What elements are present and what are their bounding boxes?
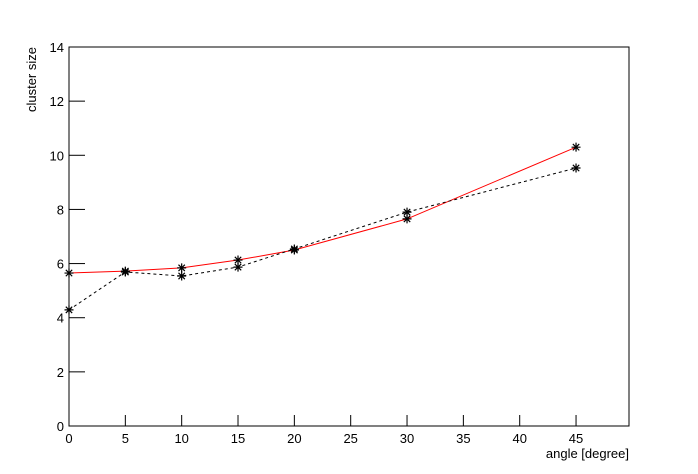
- marker: [402, 214, 412, 224]
- plot-frame: [68, 46, 630, 427]
- marker: [177, 271, 187, 281]
- y-tick-label: 4: [57, 311, 64, 326]
- series-line: [68, 146, 577, 274]
- x-tick-label: 30: [400, 431, 414, 446]
- x-tick-label: 40: [512, 431, 526, 446]
- x-tick-label: 15: [231, 431, 245, 446]
- y-tick-label: 6: [57, 257, 64, 272]
- x-tick-label: 0: [65, 431, 72, 446]
- marker: [177, 263, 187, 273]
- marker: [402, 207, 412, 217]
- marker: [64, 305, 74, 315]
- y-tick-label: 14: [50, 40, 64, 55]
- marker: [289, 244, 299, 254]
- marker: [571, 163, 581, 173]
- marker: [571, 142, 581, 152]
- x-tick-label: 20: [287, 431, 301, 446]
- y-tick-label: 8: [57, 202, 64, 217]
- x-tick-label: 10: [174, 431, 188, 446]
- marker: [233, 262, 243, 272]
- y-tick-label: 10: [50, 148, 64, 163]
- y-axis-label: cluster size: [24, 47, 39, 112]
- x-axis-label: angle [degree]: [546, 446, 629, 461]
- x-tick-label: 5: [122, 431, 129, 446]
- series-line: [68, 167, 577, 311]
- y-tick-label: 0: [57, 419, 64, 434]
- x-tick-label: 45: [569, 431, 583, 446]
- y-tick-label: 2: [57, 365, 64, 380]
- marker: [233, 255, 243, 265]
- marker: [120, 267, 130, 277]
- x-tick-label: 25: [343, 431, 357, 446]
- y-tick-label: 12: [50, 94, 64, 109]
- x-tick-label: 35: [456, 431, 470, 446]
- marker: [64, 268, 74, 278]
